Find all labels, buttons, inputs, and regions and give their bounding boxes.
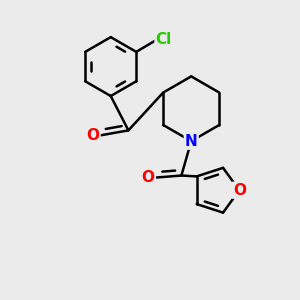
Text: O: O xyxy=(87,128,100,143)
Text: Cl: Cl xyxy=(156,32,172,46)
Text: O: O xyxy=(233,183,246,198)
Text: N: N xyxy=(185,134,198,149)
Text: O: O xyxy=(142,170,154,185)
